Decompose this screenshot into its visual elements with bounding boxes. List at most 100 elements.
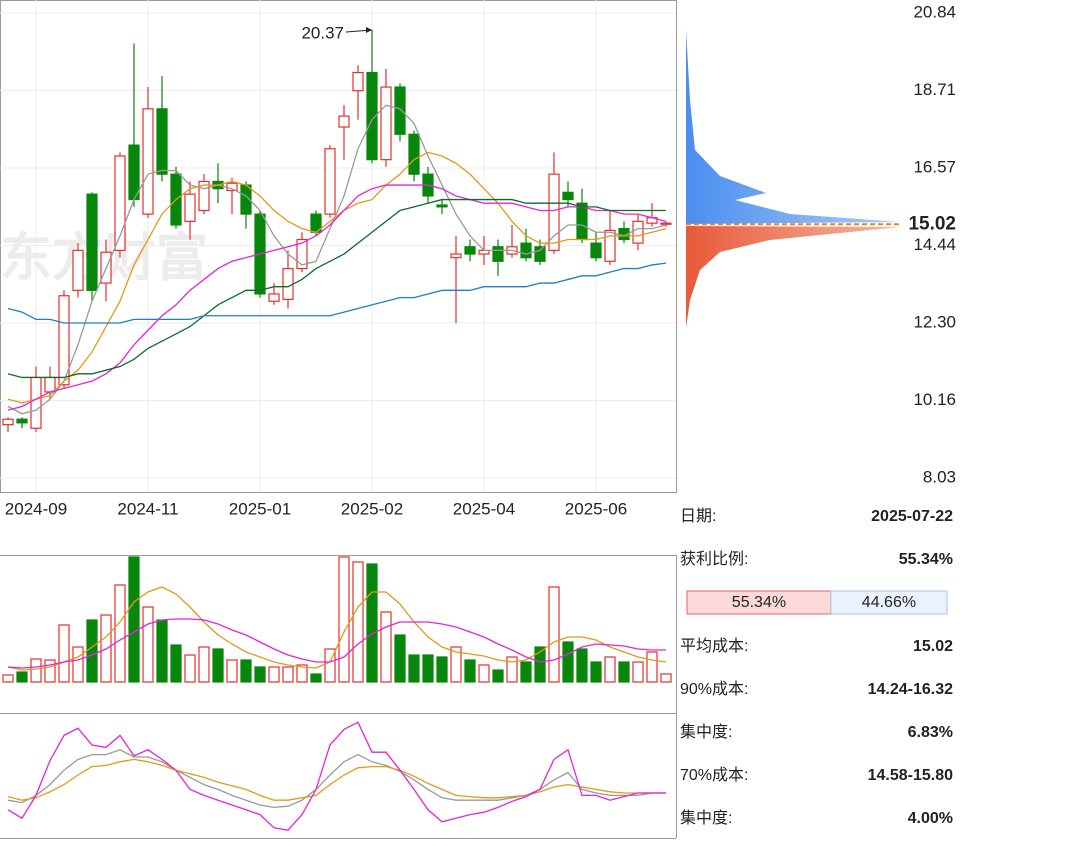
info-value: 55.34% [899,551,953,568]
moving-average [7,262,667,324]
candle-body [520,242,532,259]
candle-body [436,204,448,208]
candle-body [590,242,602,259]
info-label: 平均成本: [680,637,748,655]
y-tick-label: 14.44 [913,235,956,254]
candle-body [114,155,126,252]
annotation-arrowhead [366,27,372,34]
volume-bar [632,661,644,683]
volume-bar [408,654,420,683]
volume-bar [366,563,378,683]
candle-body [562,191,574,201]
candle-body [366,71,378,161]
volume-bar [352,561,364,683]
info-value: 15.02 [913,638,953,655]
x-tick-label: 2025-06 [565,499,627,518]
volume-bar [128,556,140,683]
info-value: 14.24-16.32 [868,681,954,698]
kdj-line [7,721,666,831]
candle-body [156,108,168,175]
candle-body [198,180,210,212]
volume-bar [324,648,336,683]
candle-body [86,193,98,291]
kdj-line [7,749,666,809]
volume-bar [114,584,126,683]
volume-bar [16,671,28,683]
volume-bar [590,661,602,683]
annotation: 20.37 [301,24,344,43]
candle-body [324,148,336,215]
info-value: 4.00% [908,810,953,827]
info-value: 6.83% [908,724,953,741]
volume-bar [156,619,168,683]
volume-bar [310,673,322,683]
candle-body [184,193,196,222]
volume-bar [58,624,70,683]
volume-bar [268,666,280,683]
volume-bar [142,606,154,683]
y-tick-label: 16.57 [913,157,956,176]
volume-bar [86,619,98,683]
volume-bar [240,659,252,683]
volume-average [7,586,667,671]
volume-bar [170,644,182,683]
candle-body [352,71,364,92]
x-tick-label: 2025-01 [229,499,291,518]
volume-bar [436,656,448,683]
info-value: 14.58-15.80 [868,767,954,784]
y-tick-label: 8.03 [923,467,956,486]
volume-bar [198,646,210,683]
candle-body [660,222,672,225]
candle-body [268,293,280,302]
candle-body [492,246,504,262]
candle-body [30,376,42,429]
volume-bar [2,674,14,683]
volume-bar [394,634,406,683]
volume-bar [72,646,84,683]
info-label: 70%成本: [680,766,748,784]
info-label: 集中度: [680,809,732,827]
moving-average [7,198,666,379]
loss-bar [830,590,948,615]
candle-body [380,86,392,161]
info-label: 日期: [680,507,716,525]
candle-body [576,202,588,241]
candle-body [44,376,56,393]
candle-body [142,108,154,215]
candle-body [450,253,462,259]
volume-bar [660,673,672,683]
volume-bar [226,659,238,683]
candle-body [408,133,420,175]
x-tick-label: 2024-11 [117,499,178,518]
price-panel-frame [0,0,677,493]
chip-profile-loss [686,226,900,328]
volume-bar [30,658,42,683]
x-tick-label: 2025-04 [453,499,515,518]
volume-bar [184,654,196,683]
y-tick-label: 18.71 [913,80,956,99]
last-price-label: 15.02 [908,213,956,234]
moving-average [7,184,667,411]
volume-bar [450,646,462,683]
volume-bar [296,664,308,683]
volume-bar [618,661,630,683]
candle-body [394,86,406,135]
volume-average [7,618,666,669]
candle-body [58,295,70,386]
moving-average [7,151,667,404]
volume-bar [604,656,616,683]
y-tick-label: 10.16 [913,390,956,409]
volume-bar [576,648,588,683]
volume-bar [282,666,294,683]
volume-bar [478,664,490,683]
info-label: 获利比例: [680,550,748,568]
candle-body [604,229,616,262]
volume-bar [548,586,560,683]
volume-bar [534,646,546,683]
candle-body [282,267,294,301]
info-value: 2025-07-22 [871,508,953,525]
profit-bar-label: 55.34% [732,594,786,611]
candle-body [2,418,14,426]
volume-bar [520,661,532,683]
candle-body [16,418,28,424]
